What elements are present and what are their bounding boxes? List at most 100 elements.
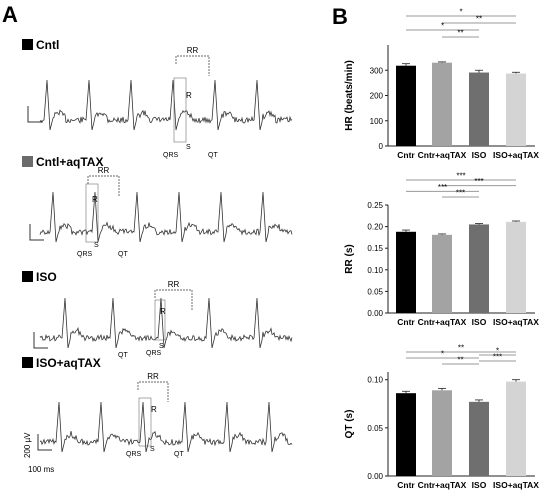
bar-chart-2: 0.00 0.05 0.10 0.15 0.20 0.25 RR (s) Cntr Cntr+a… <box>344 172 539 328</box>
qrs-label: QRS <box>77 251 93 258</box>
x-tick-label: ISO <box>472 317 487 327</box>
r-label: R <box>151 405 157 414</box>
bar-cntr <box>396 65 416 146</box>
bar-cntr <box>396 231 416 313</box>
y-axis-label: QT (s) <box>344 410 355 439</box>
qt-label: QT <box>118 352 128 359</box>
s-label: S <box>186 144 191 151</box>
qrs-label: QRS <box>163 152 179 159</box>
r-label: R <box>92 195 98 204</box>
x-tick-label: Cntr+aqTAX <box>418 317 467 327</box>
bar-chart-1: 0 100 200 300 HR (beats/min) Cntr Cntr+aqTAX IS… <box>344 8 539 161</box>
ecg-waveform <box>39 297 293 349</box>
legend-swatch <box>22 39 33 50</box>
y-tick-label: 0.10 <box>367 376 383 385</box>
y-tick-label: 0.05 <box>367 424 383 433</box>
y-tick-label: 0.00 <box>367 472 383 481</box>
x-tick-label: ISO <box>472 480 487 490</box>
qt-label: QT <box>174 451 184 458</box>
x-tick-label: ISO+aqTAX <box>493 480 539 490</box>
bar-cntr-aqtax <box>432 234 452 313</box>
trace-scale-bar <box>27 106 42 123</box>
bar-cntr <box>396 393 416 476</box>
x-tick-label: Cntr <box>397 150 415 160</box>
ecg-waveform <box>39 191 293 243</box>
ecg-panel: Cntl RRRQRSSQTCntl+aqTAXRRRQRSSQTISORRRQR… <box>22 38 293 474</box>
bar-iso <box>469 72 489 146</box>
rr-label: RR <box>168 280 180 289</box>
bar-iso-aqtax <box>506 73 526 146</box>
bar-iso <box>469 401 489 476</box>
significance-marker: ** <box>476 15 482 24</box>
rr-label: RR <box>187 46 199 55</box>
panel-b-label: B <box>332 4 348 29</box>
y-axis-label: RR (s) <box>344 244 355 273</box>
r-label: R <box>186 91 192 100</box>
significance-marker: * <box>496 347 499 356</box>
s-label: S <box>94 242 99 249</box>
r-box <box>154 299 166 341</box>
trace-label: Cntl <box>36 38 59 52</box>
y-tick-label: 0.10 <box>367 266 383 275</box>
rr-bracket <box>154 289 193 310</box>
time-scale-label: 100 ms <box>28 465 54 474</box>
r-box <box>173 77 187 143</box>
significance-marker: *** <box>456 172 465 181</box>
y-tick-label: 0.05 <box>367 287 383 296</box>
y-tick-label: 0.25 <box>367 201 383 210</box>
panel-a-label: A <box>2 2 18 27</box>
legend-swatch <box>22 156 33 167</box>
significance-marker: ** <box>458 344 464 353</box>
bar-cntr-aqtax <box>432 62 452 146</box>
significance-marker: *** <box>456 189 465 198</box>
legend-swatch <box>22 357 33 368</box>
bar-cntr-aqtax <box>432 390 452 476</box>
bar-iso <box>469 224 489 313</box>
significance-marker: *** <box>438 183 447 192</box>
y-tick-label: 0.20 <box>367 223 383 232</box>
significance-marker: * <box>459 8 462 17</box>
ecg-waveform <box>39 79 293 131</box>
qt-label: QT <box>118 251 128 258</box>
significance-marker: ** <box>457 29 463 38</box>
y-tick-label: 200 <box>370 92 384 101</box>
trace-label: Cntl+aqTAX <box>36 155 103 169</box>
y-axis-label: HR (beats/min) <box>344 60 355 131</box>
s-label: S <box>150 446 155 453</box>
trace-label: ISO+aqTAX <box>36 356 101 370</box>
x-tick-label: ISO+aqTAX <box>493 150 539 160</box>
qrs-label: QRS <box>146 350 162 357</box>
trace-scale-bar <box>37 434 52 451</box>
r-box <box>138 397 152 447</box>
bar-iso-aqtax <box>506 381 526 476</box>
significance-marker: ** <box>457 356 463 365</box>
x-tick-label: Cntr+aqTAX <box>418 480 467 490</box>
s-label: S <box>159 343 164 350</box>
significance-marker: *** <box>474 177 483 186</box>
qrs-label: QRS <box>126 451 142 458</box>
bar-iso-aqtax <box>506 221 526 313</box>
trace-label: ISO <box>36 270 57 284</box>
y-tick-label: 300 <box>370 66 384 75</box>
y-tick-label: 100 <box>370 117 384 126</box>
y-tick-label: 0 <box>379 142 384 151</box>
rr-bracket <box>87 175 120 196</box>
significance-marker: * <box>441 22 444 31</box>
r-box <box>85 183 99 243</box>
trace-scale-bar <box>29 224 44 241</box>
scale-bar-legend: 200 µV 100 ms <box>23 432 54 474</box>
x-tick-label: ISO <box>472 150 487 160</box>
y-tick-label: 0.00 <box>367 309 383 318</box>
bar-chart-3: 0.00 0.05 0.10 QT (s) Cntr Cntr+aqTAX ISO ISO+a… <box>344 344 539 491</box>
y-tick-label: 0.15 <box>367 244 383 253</box>
x-tick-label: Cntr <box>397 317 415 327</box>
qt-label: QT <box>208 152 218 159</box>
rr-label: RR <box>98 166 110 175</box>
voltage-scale-label: 200 µV <box>23 432 32 458</box>
ecg-waveform <box>39 401 293 453</box>
